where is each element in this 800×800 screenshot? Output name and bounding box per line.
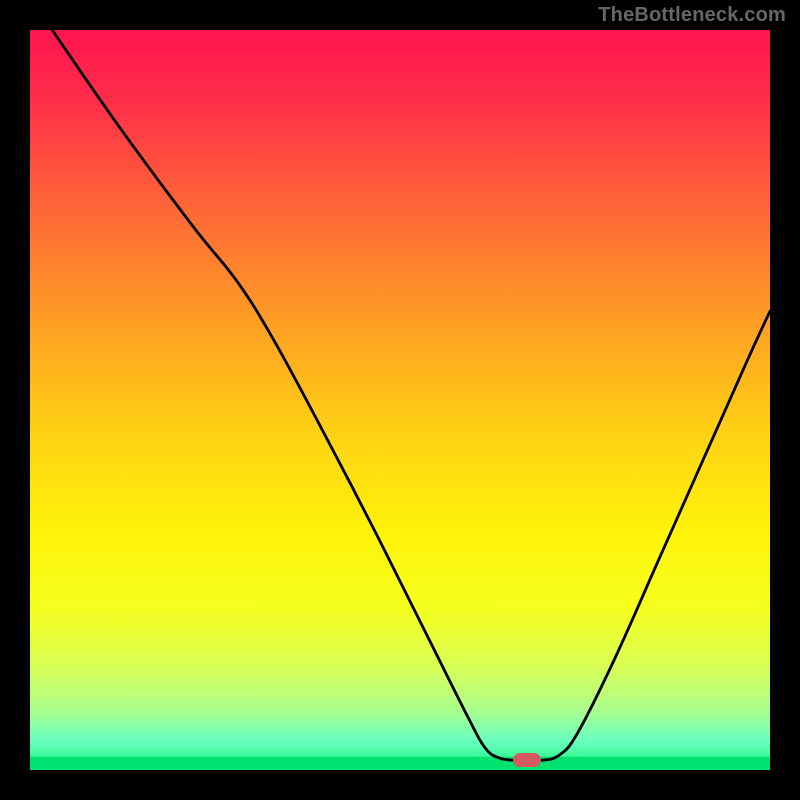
- watermark-text: TheBottleneck.com: [598, 4, 786, 27]
- optimal-marker: [513, 753, 541, 767]
- bottleneck-curve: [30, 30, 770, 770]
- plot-area: [30, 30, 770, 770]
- chart-frame: TheBottleneck.com: [0, 0, 800, 800]
